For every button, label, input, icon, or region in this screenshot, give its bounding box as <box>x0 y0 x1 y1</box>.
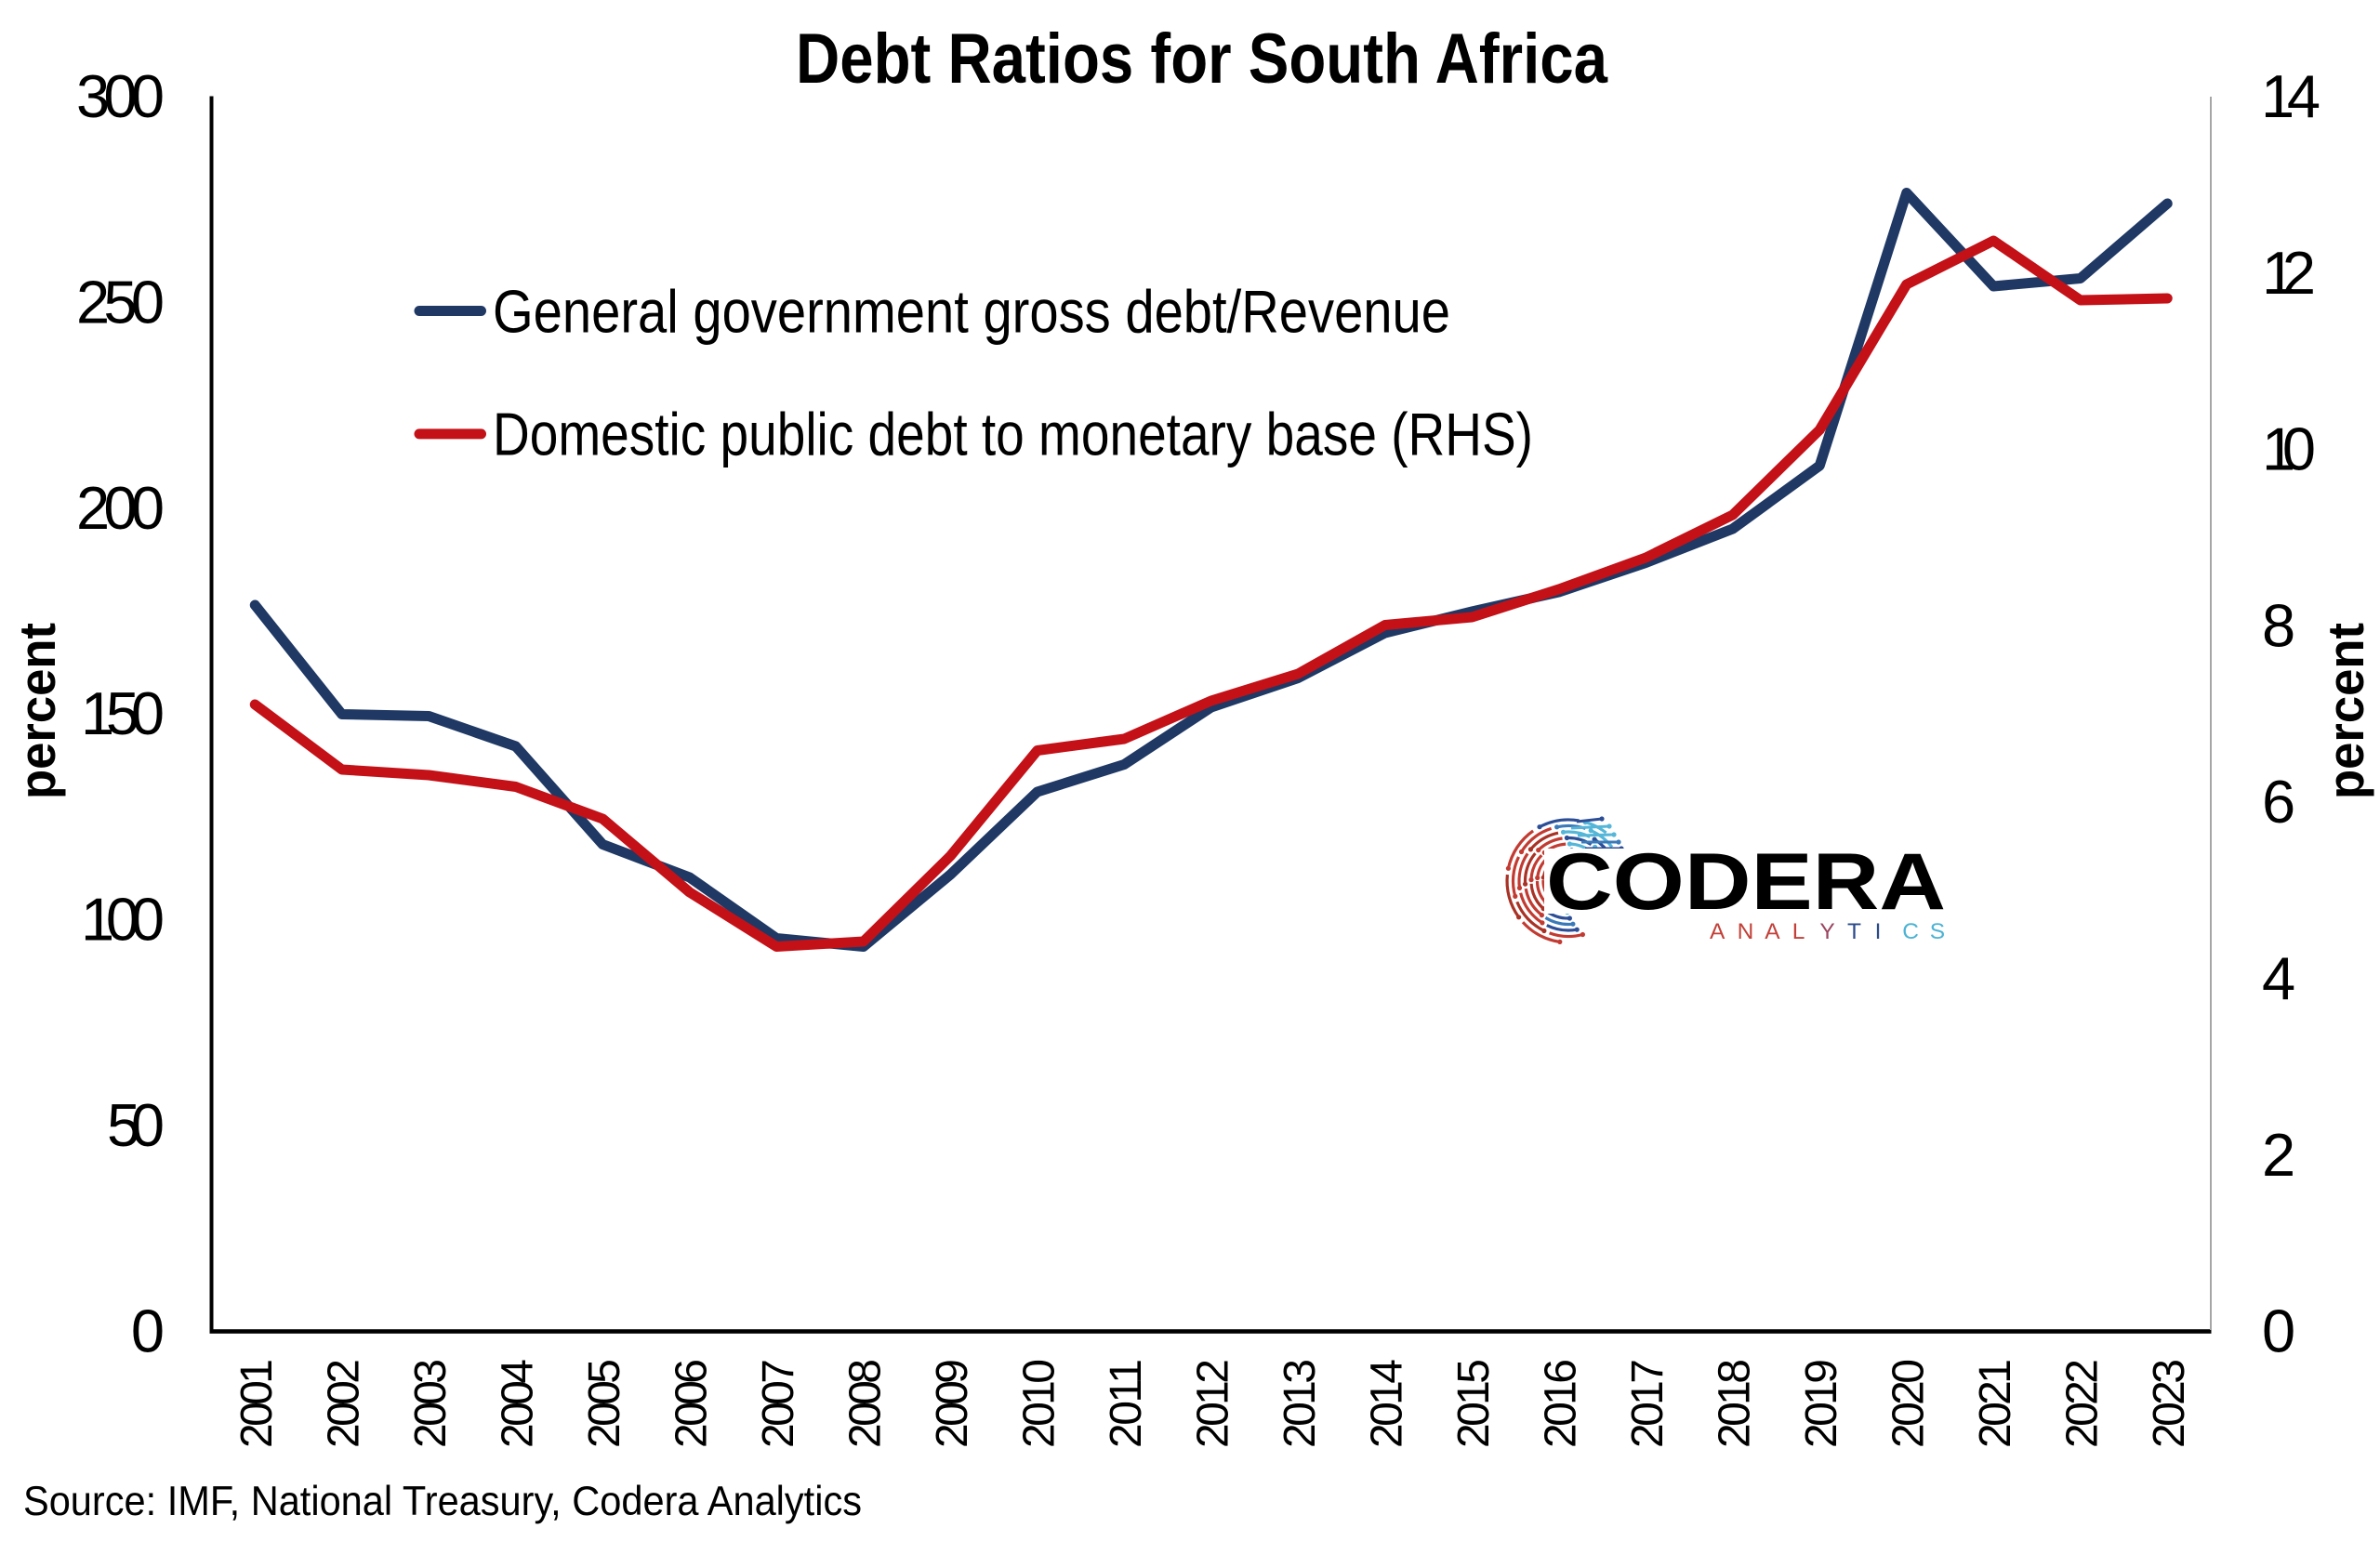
svg-text:200: 200 <box>76 474 165 542</box>
svg-text:2005: 2005 <box>580 1359 629 1448</box>
svg-text:2021: 2021 <box>1971 1359 2020 1448</box>
svg-text:2020: 2020 <box>1884 1359 1933 1448</box>
svg-text:12: 12 <box>2262 239 2316 307</box>
svg-text:100: 100 <box>81 886 165 954</box>
svg-text:2007: 2007 <box>754 1359 803 1448</box>
svg-text:2009: 2009 <box>928 1359 977 1448</box>
svg-text:150: 150 <box>81 679 165 747</box>
svg-text:2012: 2012 <box>1188 1359 1237 1448</box>
svg-text:2006: 2006 <box>667 1359 716 1448</box>
svg-text:2003: 2003 <box>406 1359 456 1448</box>
svg-text:2013: 2013 <box>1276 1359 1325 1448</box>
svg-text:2015: 2015 <box>1449 1359 1499 1448</box>
svg-text:percent: percent <box>8 623 66 799</box>
svg-text:0: 0 <box>131 1297 165 1365</box>
svg-text:Source: IMF, National Treasury: Source: IMF, National Treasury, Codera A… <box>23 1479 862 1524</box>
svg-text:4: 4 <box>2262 944 2295 1012</box>
svg-text:2019: 2019 <box>1797 1359 1846 1448</box>
svg-text:General government gross debt/: General government gross debt/Revenue <box>493 278 1450 346</box>
svg-text:250: 250 <box>76 268 165 336</box>
svg-text:14: 14 <box>2261 62 2320 130</box>
svg-text:percent: percent <box>2317 623 2374 799</box>
svg-text:2010: 2010 <box>1014 1359 1064 1448</box>
svg-text:2017: 2017 <box>1623 1359 1673 1448</box>
svg-text:6: 6 <box>2262 768 2295 836</box>
svg-text:2014: 2014 <box>1362 1359 1411 1448</box>
svg-text:2016: 2016 <box>1536 1359 1585 1448</box>
svg-text:CODERA: CODERA <box>1546 837 1946 927</box>
svg-text:2: 2 <box>2262 1121 2295 1189</box>
svg-text:Debt Ratios for South Africa: Debt Ratios for South Africa <box>796 20 1608 99</box>
svg-text:8: 8 <box>2262 591 2295 659</box>
svg-text:0: 0 <box>2262 1297 2295 1365</box>
svg-text:300: 300 <box>76 62 165 130</box>
svg-text:2002: 2002 <box>319 1359 368 1448</box>
svg-text:2008: 2008 <box>840 1359 890 1448</box>
svg-text:2011: 2011 <box>1102 1359 1151 1448</box>
svg-text:2022: 2022 <box>2057 1359 2107 1448</box>
svg-text:2001: 2001 <box>232 1359 282 1448</box>
svg-text:50: 50 <box>107 1091 165 1159</box>
svg-text:2023: 2023 <box>2145 1359 2194 1448</box>
svg-text:10: 10 <box>2262 415 2316 483</box>
svg-text:2018: 2018 <box>1710 1359 1759 1448</box>
svg-text:2004: 2004 <box>493 1359 542 1448</box>
svg-text:Domestic public debt to moneta: Domestic public debt to monetary base (R… <box>493 401 1533 468</box>
